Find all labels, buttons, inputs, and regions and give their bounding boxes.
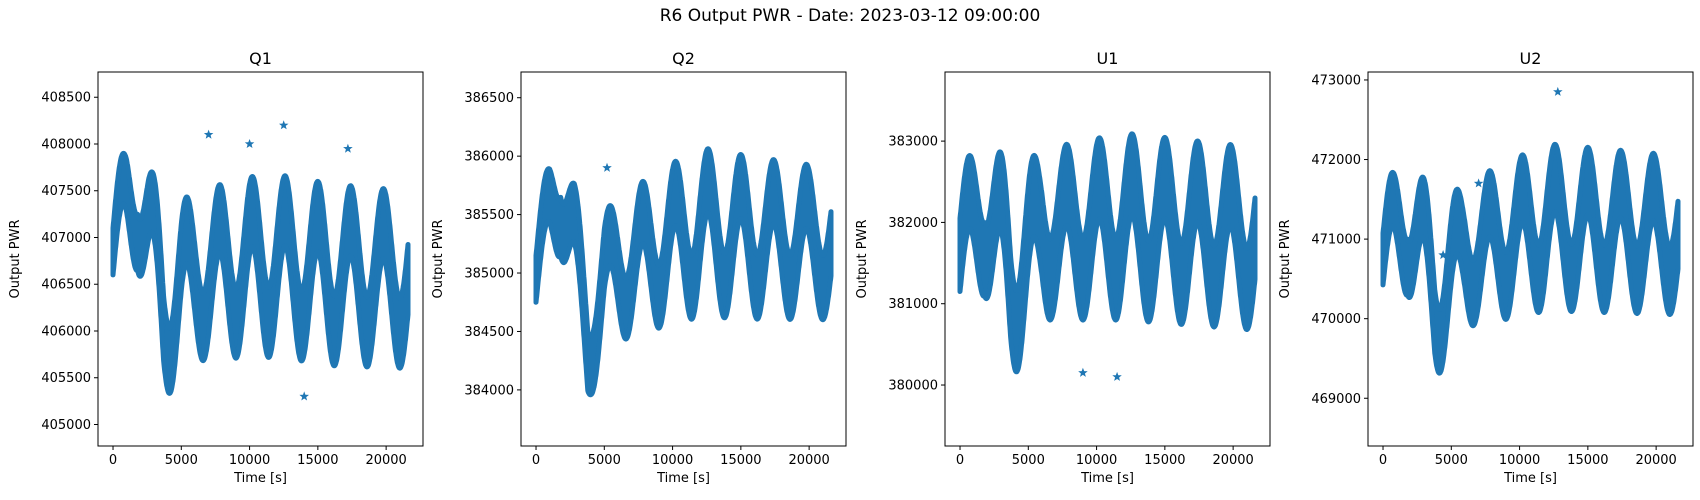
y-tick-label: 385500 [464,208,514,223]
y-axis-label: Output PWR [855,219,870,298]
x-tick-label: 15000 [297,453,338,468]
data-cloud [533,146,834,398]
x-tick-label: 10000 [652,453,693,468]
y-tick-label: 380000 [888,379,938,394]
y-tick-label: 407500 [41,184,91,199]
figure-title: R6 Output PWR - Date: 2023-03-12 09:00:0… [659,6,1041,26]
y-tick-label: 473000 [1311,73,1361,88]
subplot-q1: 0 5000 10000 15000 20000 405000 405500 406000 40… [8,49,424,486]
y-tick-label: 408500 [41,91,91,106]
axes-frame [1367,71,1694,447]
x-tick-label: 5000 [588,453,621,468]
subplot-title: U1 [1097,49,1119,68]
y-axis-label: Output PWR [8,219,23,298]
y-tick-label: 381000 [888,297,938,312]
data-point [1112,371,1122,381]
x-tick-label: 0 [1379,453,1387,468]
x-tick-label: 15000 [720,453,761,468]
x-tick-label: 20000 [365,453,406,468]
subplot-title: Q2 [672,49,695,68]
x-tick-label: 10000 [1076,453,1117,468]
subplot-u1: 0 5000 10000 15000 20000 380000 381000 382000 38… [855,49,1271,486]
x-tick-label: 10000 [1499,453,1540,468]
data-point [602,162,612,172]
y-tick-label: 405000 [41,418,91,433]
data-point [1473,178,1484,188]
subplot-title: Q1 [249,49,272,68]
data-point [244,139,255,148]
y-tick-label: 469000 [1311,392,1361,407]
y-tick-label: 384000 [464,383,514,398]
subplot-title: U2 [1520,49,1542,68]
x-tick-label: 10000 [229,453,270,468]
data-cloud [957,131,1258,375]
x-tick-label: 5000 [165,453,198,468]
y-tick-label: 472000 [1311,153,1361,168]
y-tick-label: 386500 [464,91,514,106]
data-point [203,129,214,139]
data-point [1078,367,1088,377]
x-tick-label: 0 [532,453,540,468]
y-tick-label: 408000 [41,137,91,152]
data-point [279,120,289,130]
axes-frame [944,71,1271,447]
y-axis-label: Output PWR [431,219,446,298]
x-tick-label: 0 [956,453,964,468]
x-tick-label: 20000 [788,453,829,468]
y-tick-label: 407000 [41,231,91,246]
y-tick-label: 384500 [464,325,514,340]
data-point [299,391,309,401]
x-axis-label: Time [s] [233,471,287,486]
x-tick-label: 20000 [1212,453,1253,468]
y-tick-label: 406500 [41,278,91,293]
x-tick-label: 0 [109,453,117,468]
y-axis-label: Output PWR [1278,219,1293,298]
y-tick-label: 406000 [41,324,91,339]
y-tick-label: 471000 [1311,233,1361,248]
data-cloud [110,150,411,396]
x-axis-label: Time [s] [1080,471,1134,486]
y-tick-label: 386000 [464,150,514,165]
subplot-u2: 0 5000 10000 15000 20000 469000 470000 471000 47… [1278,49,1694,486]
x-tick-label: 15000 [1567,453,1608,468]
y-tick-label: 405500 [41,371,91,386]
x-tick-label: 20000 [1635,453,1676,468]
data-point [1553,86,1563,96]
x-axis-label: Time [s] [1503,471,1557,486]
subplot-q2: 0 5000 10000 15000 20000 384000 384500 385000 38… [431,49,847,486]
x-axis-label: Time [s] [656,471,710,486]
x-tick-label: 15000 [1144,453,1185,468]
data-cloud [1380,141,1681,376]
axes-frame [97,71,424,447]
y-tick-label: 382000 [888,216,938,231]
data-point [1438,250,1448,260]
x-tick-label: 5000 [1012,453,1045,468]
axes-frame [520,71,847,447]
y-tick-label: 470000 [1311,312,1361,327]
x-tick-label: 5000 [1435,453,1468,468]
y-tick-label: 383000 [888,135,938,150]
y-tick-label: 385000 [464,267,514,282]
data-point [343,143,353,153]
